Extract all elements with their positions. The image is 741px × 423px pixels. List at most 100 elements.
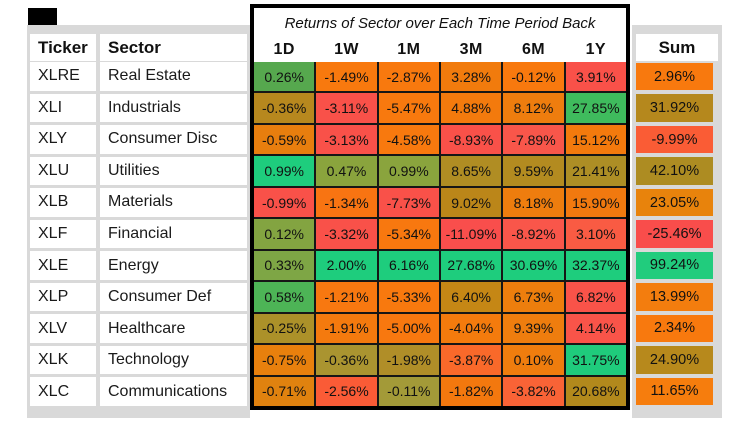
value-cell-xly-1d[interactable]: -0.59% bbox=[254, 124, 315, 155]
value-cell-xle-1w[interactable]: 2.00% bbox=[316, 250, 377, 281]
value-cell-xlf-3m[interactable]: -11.09% bbox=[440, 219, 502, 249]
value-cell-xlb-1m[interactable]: -7.73% bbox=[378, 187, 439, 218]
value-cell-xlb-1y[interactable]: 15.90% bbox=[565, 187, 626, 218]
ticker-cell-xlf[interactable]: XLF bbox=[30, 219, 96, 249]
value-cell-xlc-1y[interactable]: 20.68% bbox=[565, 376, 626, 406]
value-cell-xli-1d[interactable]: -0.36% bbox=[254, 93, 315, 123]
value-cell-xlf-1w[interactable]: -3.32% bbox=[316, 219, 377, 249]
value-cell-xlk-1d[interactable]: -0.75% bbox=[254, 345, 315, 375]
ticker-cell-xle[interactable]: XLE bbox=[30, 251, 96, 280]
value-cell-xlf-1d[interactable]: 0.12% bbox=[254, 219, 315, 249]
sector-cell-xlc[interactable]: Communications bbox=[100, 377, 247, 406]
value-cell-xlk-1m[interactable]: -1.98% bbox=[378, 345, 439, 375]
value-cell-xli-1y[interactable]: 27.85% bbox=[565, 93, 626, 123]
value-cell-xle-6m[interactable]: 30.69% bbox=[503, 250, 564, 281]
value-cell-xlu-1m[interactable]: 0.99% bbox=[378, 156, 439, 186]
value-cell-xle-3m[interactable]: 27.68% bbox=[440, 250, 502, 281]
value-cell-xly-1y[interactable]: 15.12% bbox=[565, 124, 626, 155]
value-cell-xlc-3m[interactable]: -1.82% bbox=[440, 376, 502, 406]
sum-cell-xlk[interactable]: 24.90% bbox=[636, 346, 713, 374]
sum-cell-xlv[interactable]: 2.34% bbox=[636, 314, 713, 343]
sum-cell-xle[interactable]: 99.24% bbox=[636, 251, 713, 280]
sector-cell-xlf[interactable]: Financial bbox=[100, 219, 247, 249]
value-cell-xlk-1y[interactable]: 31.75% bbox=[565, 345, 626, 375]
value-cell-xle-1m[interactable]: 6.16% bbox=[378, 250, 439, 281]
sum-cell-xlre[interactable]: 2.96% bbox=[636, 63, 713, 91]
sum-cell-xlc[interactable]: 11.65% bbox=[636, 377, 713, 405]
value-cell-xly-1w[interactable]: -3.13% bbox=[316, 124, 377, 155]
value-cell-xlu-6m[interactable]: 9.59% bbox=[503, 156, 564, 186]
value-cell-xlv-1m[interactable]: -5.00% bbox=[378, 313, 439, 344]
value-cell-xlk-6m[interactable]: 0.10% bbox=[503, 345, 564, 375]
value-cell-xli-1m[interactable]: -5.47% bbox=[378, 93, 439, 123]
value-cell-xle-1y[interactable]: 32.37% bbox=[565, 250, 626, 281]
value-cell-xlp-6m[interactable]: 6.73% bbox=[503, 282, 564, 312]
value-cell-xlv-1d[interactable]: -0.25% bbox=[254, 313, 315, 344]
value-cell-xlb-1w[interactable]: -1.34% bbox=[316, 187, 377, 218]
sector-cell-xlu[interactable]: Utilities bbox=[100, 156, 247, 186]
sector-cell-xlk[interactable]: Technology bbox=[100, 345, 247, 375]
value-cell-xlre-1w[interactable]: -1.49% bbox=[316, 62, 377, 92]
sum-cell-xlb[interactable]: 23.05% bbox=[636, 188, 713, 217]
sector-cell-xlre[interactable]: Real Estate bbox=[100, 62, 247, 91]
ticker-cell-xlc[interactable]: XLC bbox=[30, 377, 96, 406]
value-cell-xlp-1m[interactable]: -5.33% bbox=[378, 282, 439, 312]
value-cell-xlv-1w[interactable]: -1.91% bbox=[316, 313, 377, 344]
value-cell-xlp-1y[interactable]: 6.82% bbox=[565, 282, 626, 312]
value-cell-xlk-3m[interactable]: -3.87% bbox=[440, 345, 502, 375]
period-header-1y: 1Y bbox=[585, 41, 606, 58]
value-cell-xlu-1y[interactable]: 21.41% bbox=[565, 156, 626, 186]
sector-cell-xli[interactable]: Industrials bbox=[100, 93, 247, 123]
ticker-cell-xlb[interactable]: XLB bbox=[30, 188, 96, 217]
value-cell-xlf-1m[interactable]: -5.34% bbox=[378, 219, 439, 249]
value-cell-xlu-3m[interactable]: 8.65% bbox=[440, 156, 502, 186]
value-cell-xli-6m[interactable]: 8.12% bbox=[503, 93, 564, 123]
value-cell-xlre-1m[interactable]: -2.87% bbox=[378, 62, 439, 92]
value-cell-xly-3m[interactable]: -8.93% bbox=[440, 124, 502, 155]
value-cell-xlre-1d[interactable]: 0.26% bbox=[254, 62, 315, 92]
ticker-cell-xlre[interactable]: XLRE bbox=[30, 62, 96, 91]
value-cell-xlu-1w[interactable]: 0.47% bbox=[316, 156, 377, 186]
value-cell-xly-1m[interactable]: -4.58% bbox=[378, 124, 439, 155]
value-cell-xly-6m[interactable]: -7.89% bbox=[503, 124, 564, 155]
value-cell-xlre-1y[interactable]: 3.91% bbox=[565, 62, 626, 92]
value-cell-xlc-1m[interactable]: -0.11% bbox=[378, 376, 439, 406]
sector-cell-xlv[interactable]: Healthcare bbox=[100, 314, 247, 343]
value-cell-xlf-1y[interactable]: 3.10% bbox=[565, 219, 626, 249]
sum-cell-xlp[interactable]: 13.99% bbox=[636, 283, 713, 311]
ticker-cell-xly[interactable]: XLY bbox=[30, 125, 96, 154]
value-cell-xlc-6m[interactable]: -3.82% bbox=[503, 376, 564, 406]
value-cell-xli-1w[interactable]: -3.11% bbox=[316, 93, 377, 123]
value-cell-xlv-3m[interactable]: -4.04% bbox=[440, 313, 502, 344]
value-cell-xle-1d[interactable]: 0.33% bbox=[254, 250, 315, 281]
value-cell-xlre-6m[interactable]: -0.12% bbox=[503, 62, 564, 92]
ticker-cell-xlp[interactable]: XLP bbox=[30, 282, 96, 312]
sum-cell-xli[interactable]: 31.92% bbox=[636, 94, 713, 122]
value-cell-xlv-1y[interactable]: 4.14% bbox=[565, 313, 626, 344]
sector-cell-xlb[interactable]: Materials bbox=[100, 188, 247, 217]
ticker-cell-xli[interactable]: XLI bbox=[30, 93, 96, 123]
sector-cell-xle[interactable]: Energy bbox=[100, 251, 247, 280]
value-cell-xlp-3m[interactable]: 6.40% bbox=[440, 282, 502, 312]
value-cell-xlp-1d[interactable]: 0.58% bbox=[254, 282, 315, 312]
value-cell-xlb-1d[interactable]: -0.99% bbox=[254, 187, 315, 218]
value-cell-xlre-3m[interactable]: 3.28% bbox=[440, 62, 502, 92]
value-cell-xlb-3m[interactable]: 9.02% bbox=[440, 187, 502, 218]
value-cell-xlk-1w[interactable]: -0.36% bbox=[316, 345, 377, 375]
sector-cell-xly[interactable]: Consumer Disc bbox=[100, 125, 247, 154]
value-cell-xlc-1w[interactable]: -2.56% bbox=[316, 376, 377, 406]
sum-cell-xlu[interactable]: 42.10% bbox=[636, 157, 713, 185]
value-cell-xlv-6m[interactable]: 9.39% bbox=[503, 313, 564, 344]
sum-cell-xlf[interactable]: -25.46% bbox=[636, 220, 713, 248]
value-cell-xli-3m[interactable]: 4.88% bbox=[440, 93, 502, 123]
ticker-cell-xlu[interactable]: XLU bbox=[30, 156, 96, 186]
value-cell-xlp-1w[interactable]: -1.21% bbox=[316, 282, 377, 312]
value-cell-xlc-1d[interactable]: -0.71% bbox=[254, 376, 315, 406]
sector-cell-xlp[interactable]: Consumer Def bbox=[100, 282, 247, 312]
value-cell-xlb-6m[interactable]: 8.18% bbox=[503, 187, 564, 218]
ticker-cell-xlk[interactable]: XLK bbox=[30, 345, 96, 375]
value-cell-xlf-6m[interactable]: -8.92% bbox=[503, 219, 564, 249]
value-cell-xlu-1d[interactable]: 0.99% bbox=[254, 156, 315, 186]
sum-cell-xly[interactable]: -9.99% bbox=[636, 125, 713, 154]
ticker-cell-xlv[interactable]: XLV bbox=[30, 314, 96, 343]
